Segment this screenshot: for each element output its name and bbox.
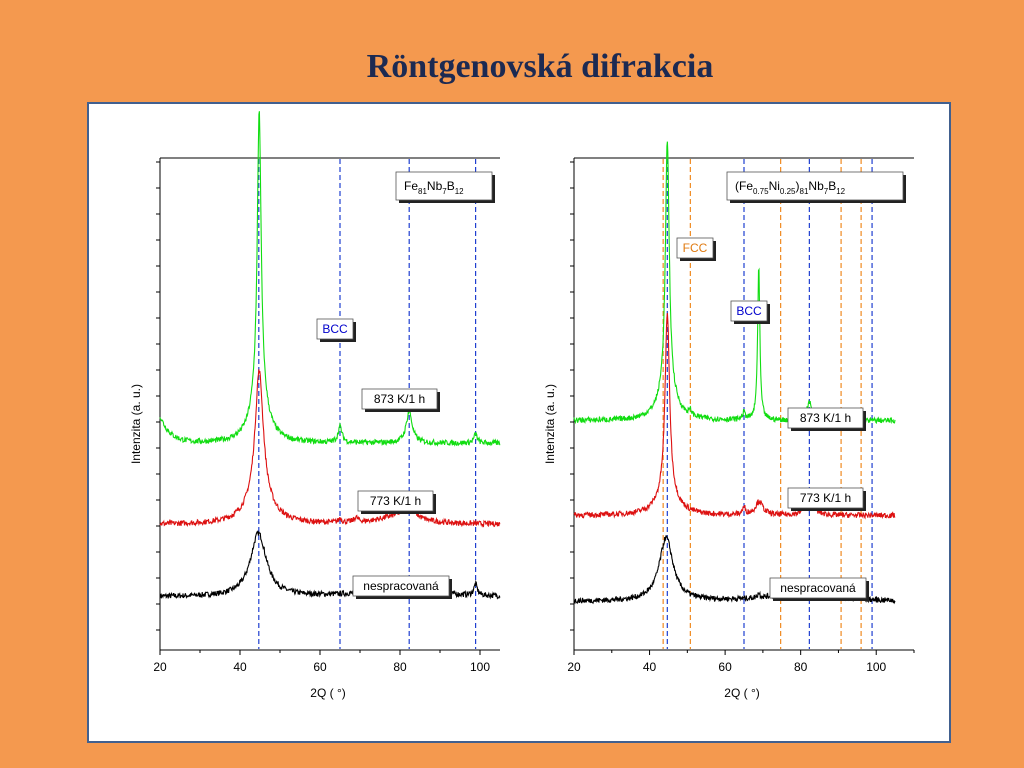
title-part: Ni: [769, 179, 780, 193]
x-tick-label: 100: [470, 660, 490, 674]
title-part: B: [828, 179, 836, 193]
series-label-box: [352, 575, 450, 597]
title-subscript: 12: [836, 187, 845, 196]
x-tick-label: 60: [313, 660, 327, 674]
x-tick-label: 20: [153, 660, 167, 674]
series-label: 873 K/1 h: [374, 392, 425, 406]
title-part: Fe: [404, 179, 418, 193]
x-tick-label: 80: [794, 660, 808, 674]
title-part: Nb: [808, 179, 824, 193]
x-tick-label: 40: [233, 660, 247, 674]
phase-label-box: [730, 300, 768, 322]
chart-title: Fe81Nb7B12: [404, 179, 464, 196]
series-label-box: [787, 487, 864, 509]
slide-title: Röntgenovská difrakcia: [366, 48, 714, 85]
title-part: (Fe: [735, 179, 753, 193]
series-label: nespracovaná: [780, 581, 856, 595]
series-label: 873 K/1 h: [800, 411, 851, 425]
phase-label: BCC: [736, 304, 762, 318]
series-label-box: [787, 407, 864, 429]
series-curve-773-k-1-h: [159, 369, 501, 528]
title-part: ): [796, 179, 800, 193]
series-label-box: [357, 490, 434, 512]
title-subscript: 12: [455, 187, 464, 196]
phase-label: BCC: [322, 322, 348, 336]
title-subscript: 81: [800, 187, 809, 196]
title-subscript: 7: [824, 187, 829, 196]
series-label: 773 K/1 h: [370, 494, 421, 508]
series-label-box: [769, 577, 867, 599]
x-tick-label: 100: [866, 660, 886, 674]
x-tick-label: 40: [643, 660, 657, 674]
phase-label-box: [316, 318, 354, 340]
x-axis-label: 2Q ( °): [310, 686, 345, 700]
title-part: Nb: [427, 179, 443, 193]
chart-1: 20 40 60 80 100 2Q ( °) Intenzita (a. u.) BCC ne…: [129, 111, 501, 700]
y-axis-label: Intenzita (a. u.): [543, 384, 557, 464]
chart-2: 20 40 60 80 100 2Q ( °) Intenzita (a. u.) FCC BC…: [543, 141, 915, 700]
y-axis-label: Intenzita (a. u.): [129, 384, 143, 464]
title-subscript: 0.75: [753, 187, 769, 196]
series-label: nespracovaná: [363, 579, 439, 593]
title-box: [395, 171, 493, 201]
title-subscript: 0.25: [780, 187, 796, 196]
x-tick-label: 60: [718, 660, 732, 674]
x-tick-label: 80: [393, 660, 407, 674]
phase-label-box: [676, 237, 714, 259]
series-label: 773 K/1 h: [800, 491, 851, 505]
phase-label: FCC: [683, 241, 708, 255]
series-curve-873-k-1-h: [159, 111, 501, 447]
title-subscript: 81: [418, 187, 427, 196]
title-box: [726, 171, 904, 201]
series-curve-773-k-1-h: [573, 312, 896, 520]
title-subscript: 7: [442, 187, 447, 196]
chart-title: (Fe0.75Ni0.25)81Nb7B12: [735, 179, 846, 196]
x-axis-label: 2Q ( °): [724, 686, 759, 700]
title-part: B: [447, 179, 455, 193]
series-label-box: [361, 388, 438, 410]
x-tick-label: 20: [567, 660, 581, 674]
